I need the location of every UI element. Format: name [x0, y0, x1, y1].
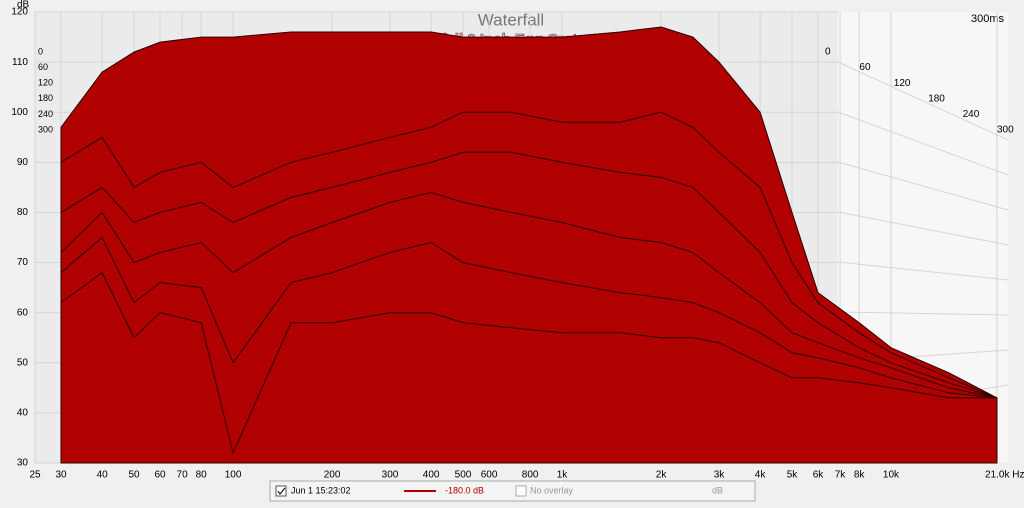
time-label: 180	[928, 93, 945, 104]
y-tick-label: 70	[17, 257, 29, 268]
time-label: 60	[38, 62, 48, 72]
x-tick-label: 40	[97, 470, 109, 481]
x-tick-label: 300	[382, 470, 399, 481]
x-tick-label: 100	[225, 470, 242, 481]
checkbox[interactable]	[275, 485, 287, 497]
time-label: 180	[38, 93, 53, 103]
x-tick-label: 4k	[755, 470, 767, 481]
x-tick-label: 800	[522, 470, 539, 481]
x-tick-label: 600	[481, 470, 498, 481]
x-tick-label: 10k	[883, 470, 900, 481]
y-tick-label: 40	[17, 408, 29, 419]
legend-level: -180.0 dB	[445, 485, 484, 495]
x-tick-label: 30	[55, 470, 67, 481]
x-tick-label: 21.0k Hz	[985, 470, 1024, 481]
y-tick-label: 90	[17, 157, 29, 168]
x-tick-label: 5k	[787, 470, 799, 481]
legend-date: Jun 1 15:23:02	[291, 485, 351, 495]
legend-unit: dB	[712, 485, 723, 495]
x-tick-label: 60	[155, 470, 167, 481]
time-label: 60	[859, 62, 871, 73]
waterfall-slice	[60, 271, 998, 464]
y-tick-label: 30	[17, 458, 29, 469]
depth-label: 300ms	[971, 13, 1005, 25]
x-tick-label: 200	[324, 470, 341, 481]
legend-overlay: No overlay	[530, 485, 574, 495]
time-label: 120	[894, 78, 911, 89]
time-label: 120	[38, 78, 53, 88]
x-tick-label: 25	[29, 470, 41, 481]
time-label: 0	[825, 47, 831, 58]
y-tick-label: 60	[17, 307, 29, 318]
y-axis-label: dB	[17, 0, 30, 11]
time-label: 240	[963, 109, 980, 120]
time-label: 300	[997, 125, 1014, 136]
y-tick-label: 110	[12, 57, 28, 68]
x-tick-label: 7k	[835, 470, 847, 481]
x-tick-label: 3k	[714, 470, 726, 481]
x-tick-label: 80	[196, 470, 208, 481]
y-tick-label: 50	[17, 357, 29, 368]
y-tick-label: 80	[17, 207, 29, 218]
x-tick-label: 8k	[854, 470, 866, 481]
x-tick-label: 500	[455, 470, 472, 481]
time-label: 300	[38, 124, 53, 134]
y-tick-label: 100	[11, 107, 28, 118]
x-tick-label: 1k	[557, 470, 569, 481]
legend: Jun 1 15:23:02 -180.0 dB No overlay dB	[269, 480, 756, 502]
time-label: 240	[38, 109, 53, 119]
checkbox[interactable]	[515, 485, 527, 497]
legend-box	[269, 480, 756, 502]
chart-title: Waterfall	[478, 10, 544, 29]
check	[277, 487, 286, 495]
x-tick-label: 2k	[656, 470, 668, 481]
y-tick-label: 120	[11, 7, 28, 18]
x-tick-label: 6k	[813, 470, 825, 481]
x-tick-label: 70	[177, 470, 189, 481]
time-label: 0	[38, 46, 43, 56]
x-tick-label: 400	[423, 470, 440, 481]
x-tick-label: 50	[128, 470, 140, 481]
